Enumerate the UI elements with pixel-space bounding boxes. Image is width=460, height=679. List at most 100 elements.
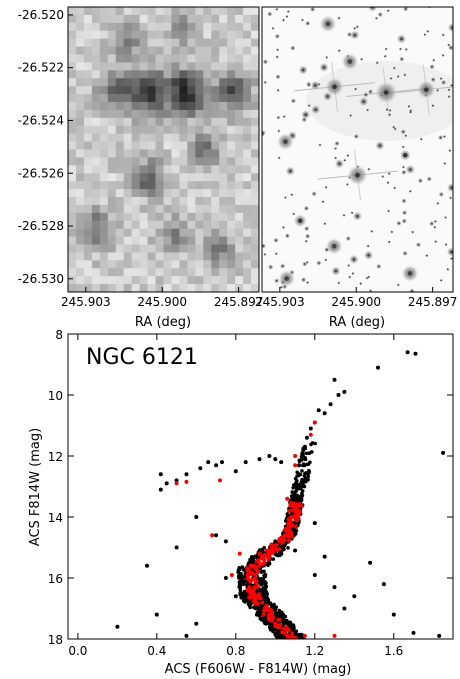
- heatmap-cell: [195, 133, 204, 142]
- top-left-frame: [67, 6, 260, 293]
- heatmap-cell: [139, 102, 148, 111]
- heatmap-cell: [147, 220, 156, 229]
- cmd-point-red: [275, 543, 279, 547]
- heatmap-cell: [243, 14, 252, 24]
- star-core: [278, 130, 280, 132]
- heatmap-cell: [99, 173, 109, 182]
- heatmap-cell: [68, 228, 77, 237]
- heatmap-cell: [107, 220, 117, 229]
- heatmap-cell: [171, 125, 180, 134]
- heatmap-cell: [107, 260, 117, 269]
- cmd-point: [293, 454, 298, 458]
- heatmap-cell: [75, 197, 85, 206]
- cmd-point: [304, 471, 308, 475]
- heatmap-cell: [83, 38, 93, 47]
- heatmap-cell: [139, 276, 148, 285]
- heatmap-cell: [179, 14, 188, 24]
- heatmap-cell: [107, 197, 117, 206]
- star-core: [269, 13, 271, 15]
- heatmap-cell: [115, 236, 125, 245]
- star-core: [277, 89, 280, 92]
- heatmap-cell: [107, 189, 117, 198]
- star-core: [338, 162, 341, 165]
- heatmap-cell: [251, 117, 259, 127]
- heatmap-cell: [107, 62, 117, 71]
- heatmap-cell: [147, 284, 156, 292]
- cmd-point: [293, 548, 298, 553]
- star-core: [343, 159, 346, 162]
- cmd-point-red: [252, 592, 257, 596]
- heatmap-cell: [75, 62, 85, 71]
- heatmap-cell: [195, 22, 204, 32]
- heatmap-cell: [107, 78, 117, 87]
- heatmap-cell: [91, 109, 101, 119]
- heatmap-cell: [91, 7, 101, 16]
- heatmap-cell: [211, 125, 220, 134]
- x-tick-label: 1.6: [384, 644, 403, 658]
- heatmap-cell: [203, 54, 212, 63]
- heatmap-cell: [147, 102, 156, 111]
- heatmap-cell: [187, 173, 196, 182]
- star-core: [338, 17, 340, 19]
- heatmap-cell: [68, 102, 77, 111]
- heatmap-cell: [235, 236, 244, 245]
- cmd-point-red: [257, 563, 262, 568]
- heatmap-cell: [123, 228, 132, 237]
- heatmap-cell: [123, 204, 132, 214]
- heatmap-cell: [171, 268, 180, 277]
- heatmap-cell: [219, 228, 228, 237]
- heatmap-cell: [235, 165, 244, 174]
- star-core: [291, 193, 293, 196]
- heatmap-cell: [171, 181, 180, 190]
- star-core: [284, 196, 287, 199]
- heatmap-cell: [99, 244, 109, 253]
- heatmap-cell: [251, 165, 259, 174]
- star-core: [403, 200, 405, 202]
- heatmap-cell: [187, 204, 196, 214]
- heatmap-cell: [195, 244, 204, 253]
- heatmap-cell: [171, 141, 180, 150]
- star-core: [326, 95, 329, 98]
- cmd-point: [293, 532, 298, 536]
- cmd-point-red: [247, 585, 252, 590]
- heatmap-cell: [235, 78, 244, 87]
- heatmap-cell: [195, 7, 204, 16]
- heatmap-cell: [179, 173, 188, 182]
- heatmap-cell: [171, 244, 180, 253]
- heatmap-cell: [163, 189, 172, 198]
- heatmap-cell: [147, 149, 156, 158]
- cmd-point: [236, 574, 241, 578]
- cmd-point-red: [264, 603, 269, 608]
- heatmap-cell: [163, 22, 172, 32]
- cmd-point: [322, 411, 327, 416]
- heatmap-cell: [75, 133, 85, 142]
- heatmap-cell: [179, 30, 188, 39]
- star-core: [434, 240, 437, 243]
- heatmap-cell: [115, 102, 125, 111]
- cmd-point: [243, 600, 247, 604]
- cmd-point: [273, 457, 278, 462]
- heatmap-cell: [163, 260, 172, 269]
- cmd-point: [220, 460, 224, 465]
- heatmap-cell: [243, 54, 252, 63]
- heatmap-cell: [179, 197, 188, 206]
- heatmap-cell: [211, 149, 220, 158]
- heatmap-cell: [163, 78, 172, 87]
- heatmap-cell: [235, 204, 244, 214]
- heatmap-cell: [195, 117, 204, 127]
- heatmap-cell: [227, 102, 236, 111]
- heatmap-cell: [155, 173, 164, 182]
- heatmap-cell: [195, 181, 204, 190]
- heatmap-cell: [91, 212, 101, 222]
- cmd-point: [288, 623, 293, 628]
- star-core: [347, 59, 353, 64]
- cmd-point: [184, 633, 189, 638]
- heatmap-cell: [243, 157, 252, 166]
- heatmap-cell: [68, 109, 77, 119]
- star-core: [450, 186, 453, 189]
- heatmap-cell: [203, 62, 212, 71]
- heatmap-cell: [243, 125, 252, 134]
- star-core: [400, 37, 403, 41]
- cmd-point-red: [245, 573, 250, 577]
- heatmap-cell: [187, 189, 196, 198]
